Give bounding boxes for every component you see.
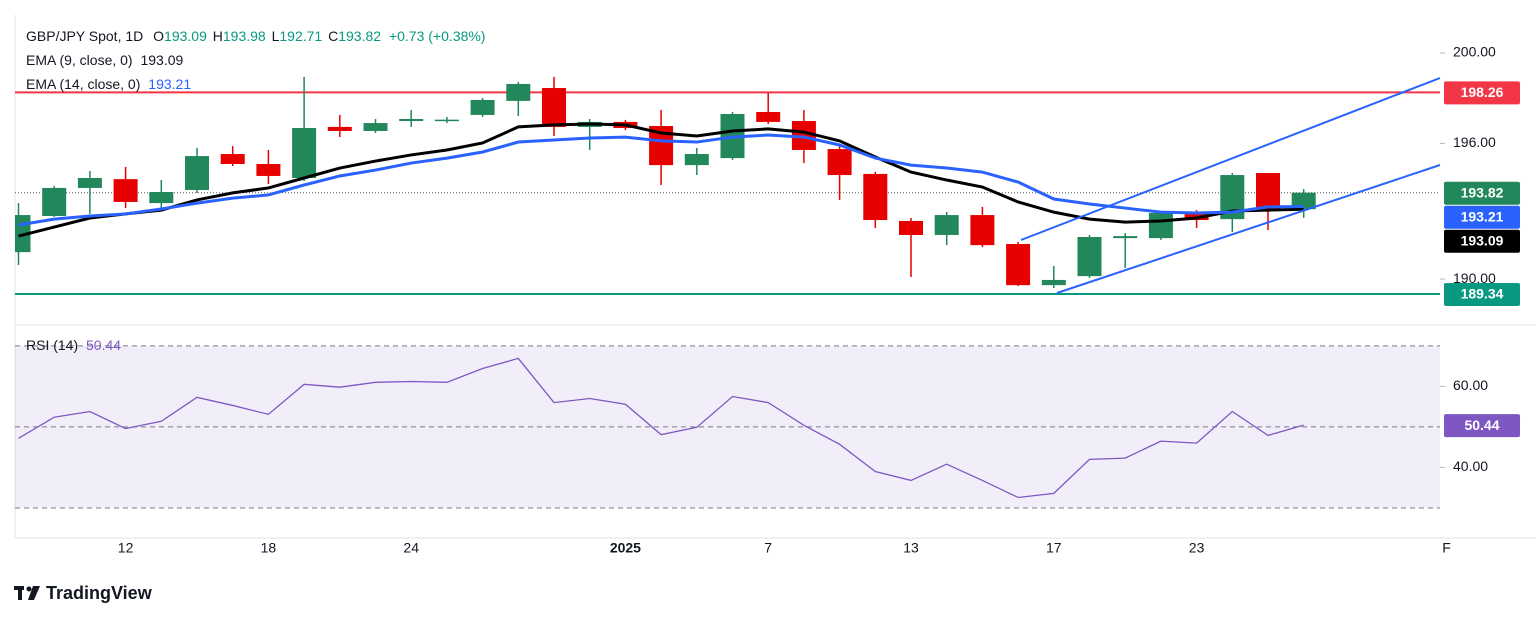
- candle-body: [77, 177, 102, 188]
- price-badge: [1444, 229, 1520, 253]
- x-tick-label: 13: [903, 540, 919, 556]
- ema-line: [18, 133, 1304, 227]
- header-ohlc: GBP/JPY Spot, 1D O193.09 H193.98 L192.71…: [26, 28, 485, 44]
- price-badge: [1444, 205, 1520, 229]
- candle-body: [1041, 279, 1066, 286]
- brand: TradingView: [46, 583, 153, 603]
- ema-legend: EMA (14, close, 0) 193.21: [26, 76, 191, 92]
- x-tick-label: 24: [403, 540, 419, 556]
- ema-line: [18, 122, 1304, 238]
- change: +0.73 (+0.38%): [389, 28, 486, 44]
- legend-value: 193.09: [140, 52, 183, 68]
- x-tick-label: 2025: [610, 540, 641, 556]
- legend-name: EMA (9, close, 0): [26, 52, 133, 68]
- rsi-badge: [1444, 414, 1520, 438]
- price-badge-label: 193.09: [1461, 232, 1504, 248]
- y-tick-label: 190.00: [1453, 270, 1496, 286]
- candle-body: [220, 154, 245, 164]
- price-badge: [1444, 282, 1520, 306]
- ohlc-value: 193.09: [164, 28, 207, 44]
- candle-body: [256, 163, 281, 176]
- legend-name: RSI (14): [26, 337, 78, 353]
- candle-body: [434, 119, 459, 122]
- candle-body: [899, 220, 923, 235]
- candle-body: [934, 215, 959, 235]
- price-pane: [15, 76, 1440, 295]
- ohlc-label: H: [213, 28, 223, 44]
- candle-body: [756, 111, 781, 122]
- x-tick-label: 12: [118, 540, 134, 556]
- candle-body: [827, 149, 852, 176]
- x-tick-label: 18: [261, 540, 277, 556]
- x-tick-label: 7: [764, 540, 772, 556]
- candle-body: [863, 173, 888, 221]
- price-badge-label: 193.21: [1461, 208, 1504, 224]
- ohlc-value: 193.98: [223, 28, 266, 44]
- candle-body: [506, 83, 531, 101]
- price-badge: [1444, 181, 1520, 205]
- candle-body: [470, 100, 495, 115]
- candle-body: [327, 126, 352, 131]
- y-tick-label: 200.00: [1453, 44, 1496, 60]
- price-badge-label: 189.34: [1461, 286, 1504, 302]
- symbol: GBP/JPY Spot, 1D: [26, 28, 143, 44]
- candle-body: [684, 154, 709, 166]
- ohlc-label: L: [272, 28, 280, 44]
- ohlc-value: 192.71: [279, 28, 322, 44]
- candle-body: [1113, 236, 1138, 239]
- price-badge-label: 193.82: [1461, 184, 1504, 200]
- candle-body: [185, 156, 209, 190]
- x-tick-label: F: [1442, 540, 1451, 556]
- trend-line: [1020, 77, 1441, 241]
- y-tick-label: 196.00: [1453, 134, 1496, 150]
- rsi-legend: RSI (14) 50.44: [26, 337, 121, 353]
- rsi-badge-label: 50.44: [1464, 417, 1499, 433]
- candle-body: [542, 88, 566, 127]
- axes: 190.00 196.00 200.00 198.26 189.34 193.82 193.…: [118, 44, 1520, 556]
- candle-body: [42, 187, 67, 216]
- candle-body: [1006, 244, 1031, 286]
- price-badge: [1444, 81, 1520, 105]
- candle-body: [1077, 236, 1102, 277]
- rsi-line: [18, 357, 1304, 499]
- legend-value: 193.21: [148, 76, 191, 92]
- brand-logo: [14, 586, 40, 600]
- price-badge-label: 198.26: [1461, 84, 1504, 100]
- candle-body: [292, 128, 317, 178]
- rsi-pane: [15, 345, 1440, 509]
- ohlc-value: 193.82: [338, 28, 381, 44]
- legend-value: 50.44: [86, 337, 121, 353]
- candle-body: [1148, 213, 1173, 239]
- ohlc-label: O: [153, 28, 164, 44]
- candle-body: [363, 123, 388, 131]
- candle-body: [149, 192, 174, 204]
- candle-body: [1256, 173, 1280, 211]
- candle-body: [399, 118, 424, 122]
- legend-name: EMA (14, close, 0): [26, 76, 140, 92]
- x-tick-label: 17: [1046, 540, 1062, 556]
- ema-legend: EMA (9, close, 0) 193.09: [26, 52, 184, 68]
- candle-body: [113, 179, 138, 202]
- y-tick-label: 40.00: [1453, 458, 1488, 474]
- ohlc-label: C: [328, 28, 338, 44]
- candle-body: [970, 215, 995, 246]
- y-tick-label: 60.00: [1453, 377, 1488, 393]
- x-tick-label: 23: [1189, 540, 1205, 556]
- trend-line: [1056, 164, 1441, 294]
